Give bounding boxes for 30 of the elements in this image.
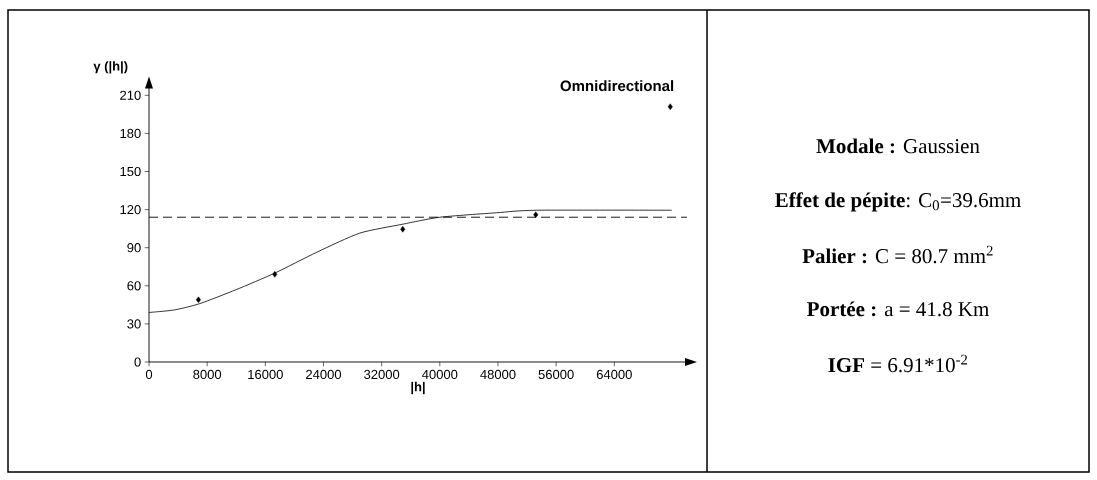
x-tick-label: 24000 [306,369,342,379]
x-tick-label: 32000 [364,369,400,379]
point [533,211,539,218]
text: Portée : a = 41.8 Km [807,301,990,317]
point [195,296,201,303]
y-tick-label: 30 [127,319,141,329]
text: Effet de pépite: C$_{0}$=39.6mm [775,192,1021,212]
y-tick-label: 60 [127,281,141,291]
x-tick-label: 8000 [193,369,222,379]
x-tick-label: 40000 [422,369,458,379]
y-axis-title: γ (|h|) [93,61,128,74]
point [272,271,278,278]
y-tick-label: 0 [134,357,141,367]
chart-title: Omnidirectional [560,80,674,92]
y-tick-label: 120 [120,204,141,215]
x-tick-label: 64000 [596,369,632,379]
y-tick-label: 150 [120,166,141,177]
text: IGF = 6.91*10$^{-2}$ [828,354,968,373]
x-tick-label: 48000 [480,369,516,379]
text: Modale : Gaussien [816,138,980,154]
x-tick-label: 0 [145,369,153,379]
point [667,103,673,110]
text: Palier : C = 80.7 mm$^{2}$ [802,245,993,264]
x-axis-title: |h| [411,381,425,395]
y-tick-label: 90 [127,243,141,253]
x-tick-label: 16000 [248,369,283,379]
y-tick-label: 180 [120,128,141,138]
y-tick-label: 210 [120,90,141,100]
point [400,226,406,233]
x-tick-label: 56000 [538,369,574,379]
